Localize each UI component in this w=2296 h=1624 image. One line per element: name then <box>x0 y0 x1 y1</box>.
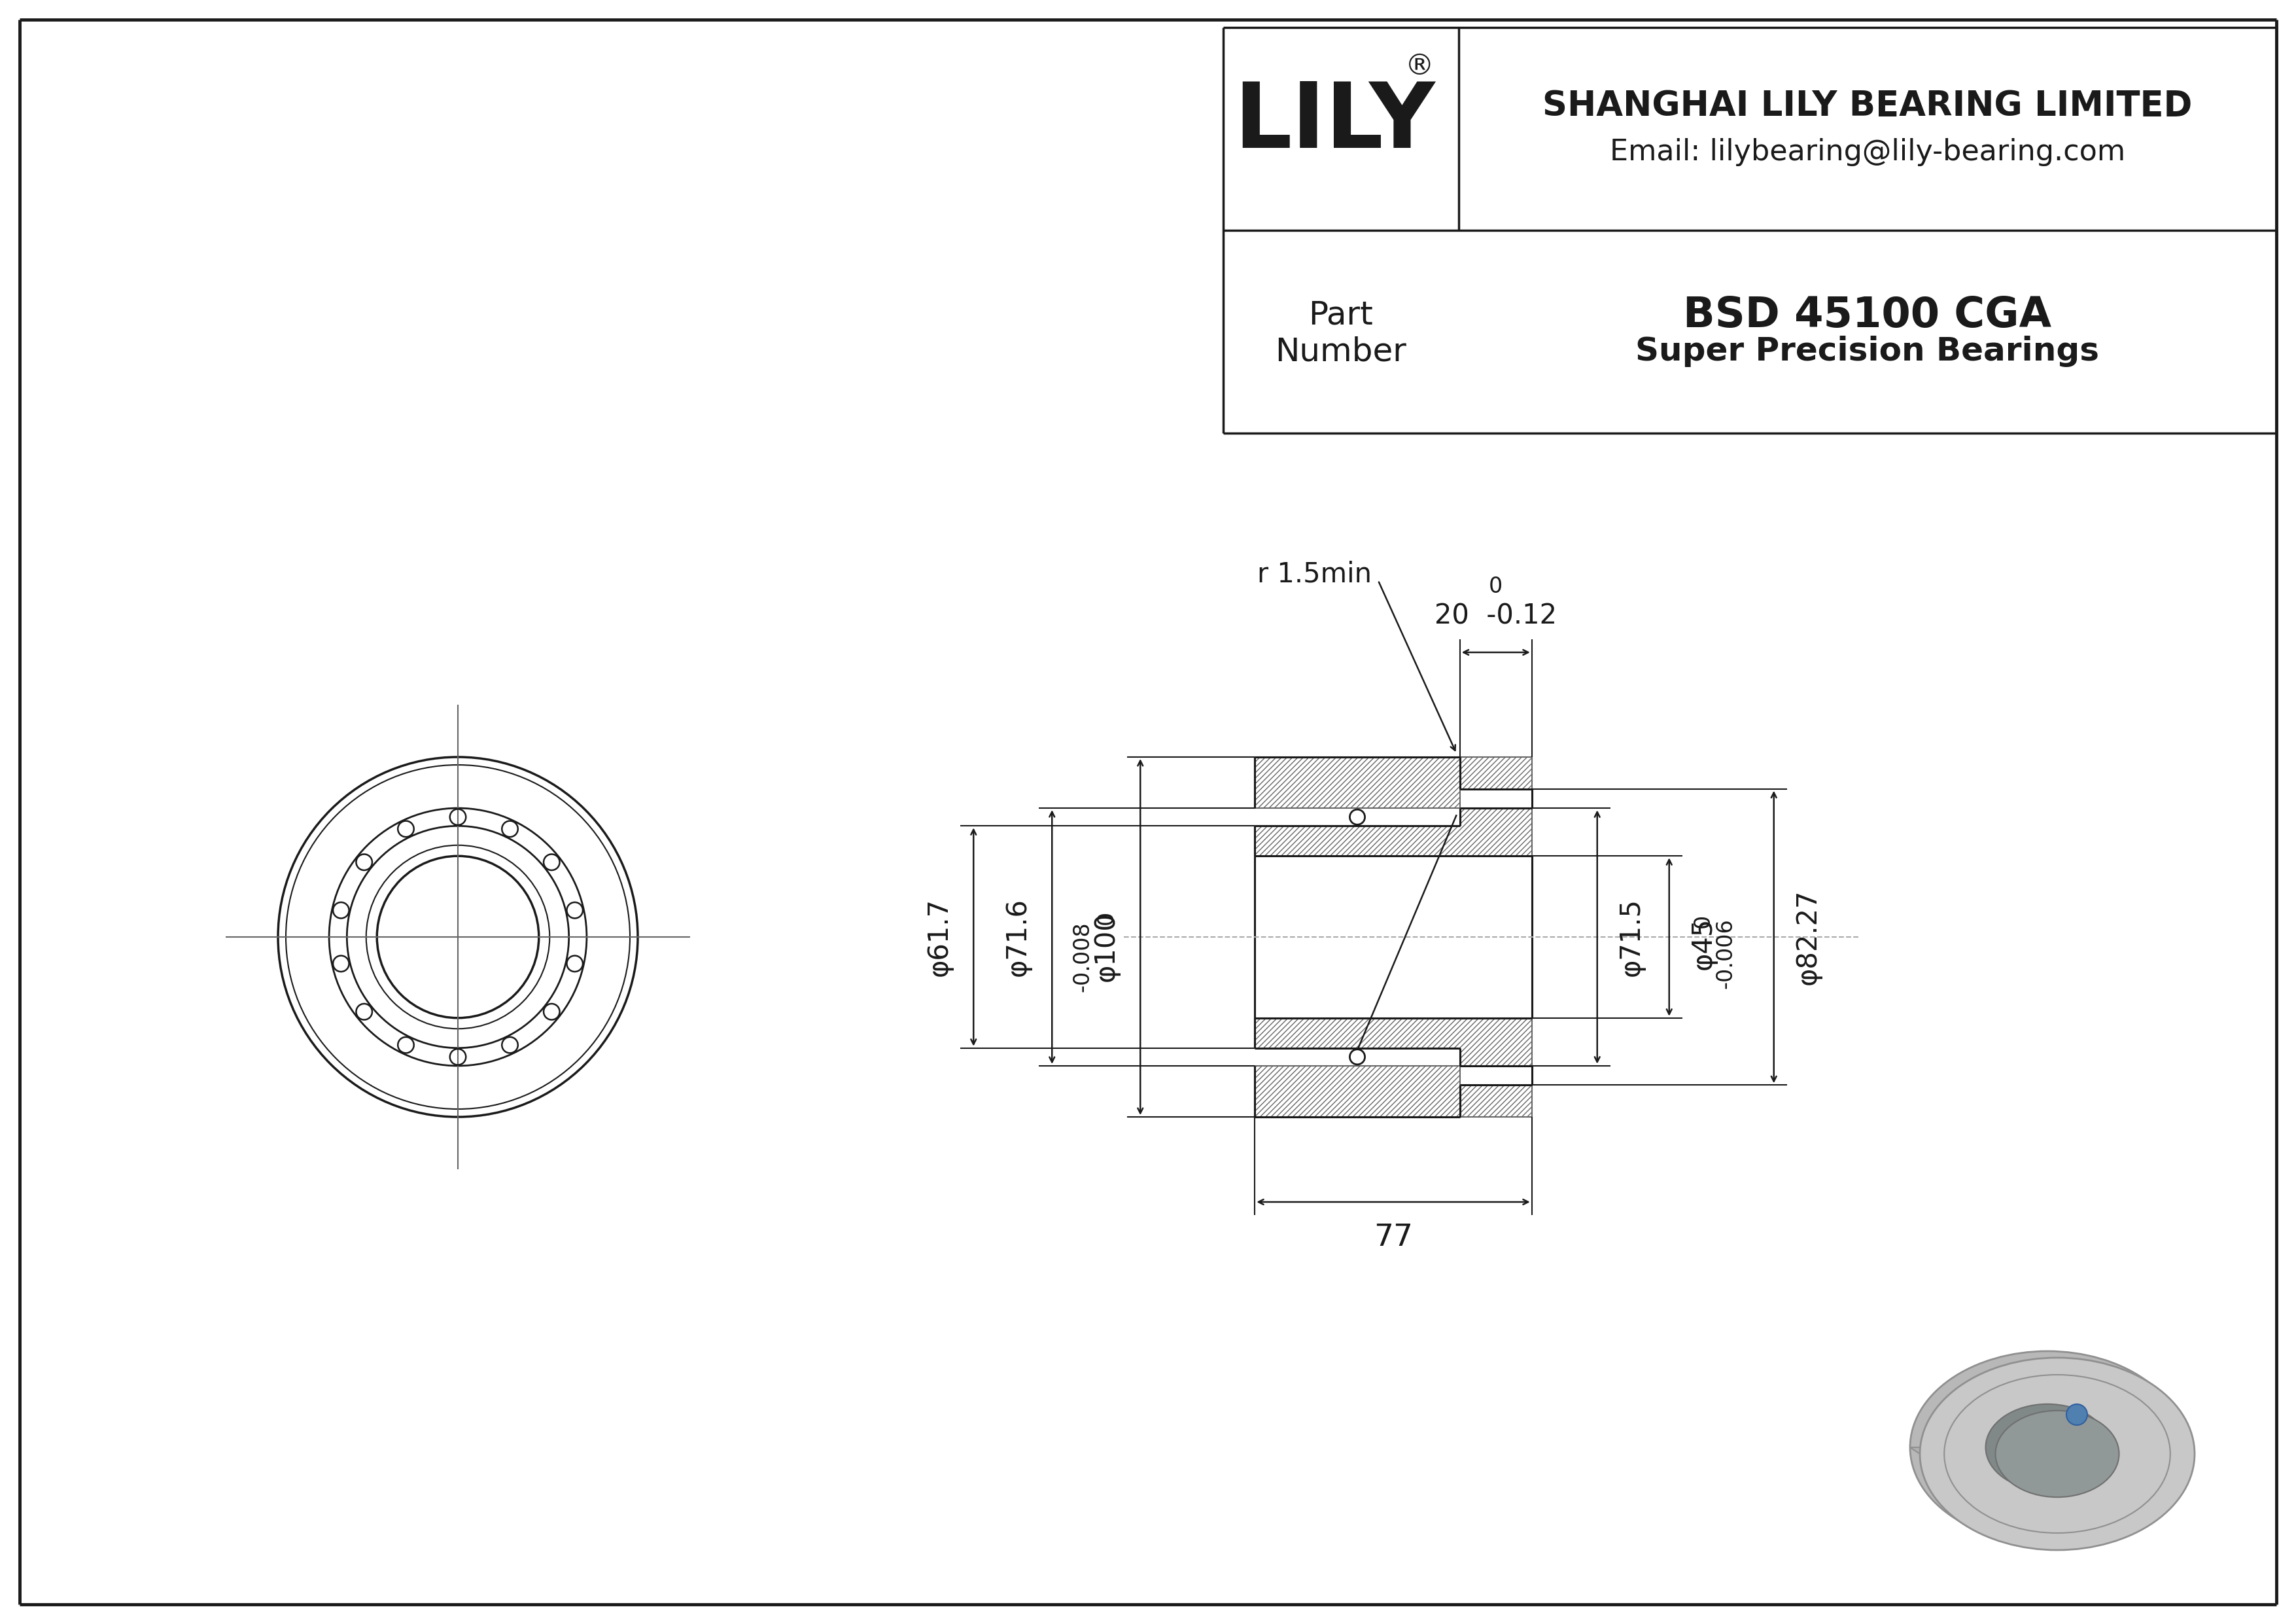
Text: φ61.7: φ61.7 <box>925 898 953 976</box>
Text: φ71.6: φ71.6 <box>1003 898 1031 976</box>
Text: 0: 0 <box>1095 911 1118 924</box>
Polygon shape <box>1910 1447 2195 1453</box>
Text: 0: 0 <box>1692 914 1715 927</box>
Text: Part: Part <box>1309 300 1373 331</box>
Text: Email: lilybearing@lily-bearing.com: Email: lilybearing@lily-bearing.com <box>1609 138 2126 166</box>
Text: 20  -0.12: 20 -0.12 <box>1435 603 1557 630</box>
Text: SHANGHAI LILY BEARING LIMITED: SHANGHAI LILY BEARING LIMITED <box>1543 89 2193 123</box>
Text: 0: 0 <box>1488 577 1504 598</box>
Ellipse shape <box>1919 1358 2195 1549</box>
Text: r 1.5min: r 1.5min <box>1258 560 1371 588</box>
Text: ®: ® <box>1405 52 1435 81</box>
Circle shape <box>1350 1049 1364 1064</box>
Polygon shape <box>1256 1018 1531 1065</box>
Text: -0.006: -0.006 <box>1715 918 1736 989</box>
Ellipse shape <box>1986 1405 2110 1491</box>
Text: φ100: φ100 <box>1093 911 1120 983</box>
Polygon shape <box>1460 757 1531 789</box>
Circle shape <box>2066 1405 2087 1426</box>
Text: Super Precision Bearings: Super Precision Bearings <box>1635 336 2099 367</box>
Text: LILY: LILY <box>1233 78 1435 167</box>
Polygon shape <box>1256 809 1531 856</box>
Text: BSD 45100 CGA: BSD 45100 CGA <box>1683 296 2053 336</box>
Text: φ45: φ45 <box>1690 918 1717 970</box>
Text: φ71.5: φ71.5 <box>1616 898 1644 976</box>
Text: 77: 77 <box>1373 1223 1412 1252</box>
Text: φ82.27: φ82.27 <box>1793 888 1821 984</box>
Text: -0.008: -0.008 <box>1072 921 1093 992</box>
Text: Number: Number <box>1274 336 1407 367</box>
Ellipse shape <box>1995 1411 2119 1497</box>
Polygon shape <box>1256 1065 1460 1117</box>
Polygon shape <box>1256 757 1460 809</box>
Circle shape <box>1350 809 1364 825</box>
Polygon shape <box>1460 1085 1531 1117</box>
Ellipse shape <box>1910 1351 2186 1543</box>
